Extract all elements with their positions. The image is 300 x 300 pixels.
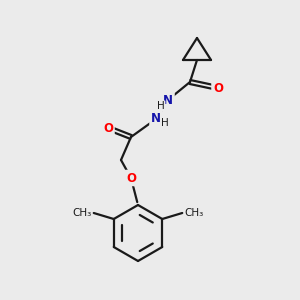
Text: H: H xyxy=(157,101,165,111)
Text: H: H xyxy=(161,118,169,128)
Text: CH₃: CH₃ xyxy=(184,208,203,218)
Text: N: N xyxy=(163,94,173,106)
Text: O: O xyxy=(126,172,136,184)
Text: O: O xyxy=(213,82,223,94)
Text: N: N xyxy=(151,112,161,125)
Text: O: O xyxy=(103,122,113,134)
Text: CH₃: CH₃ xyxy=(73,208,92,218)
